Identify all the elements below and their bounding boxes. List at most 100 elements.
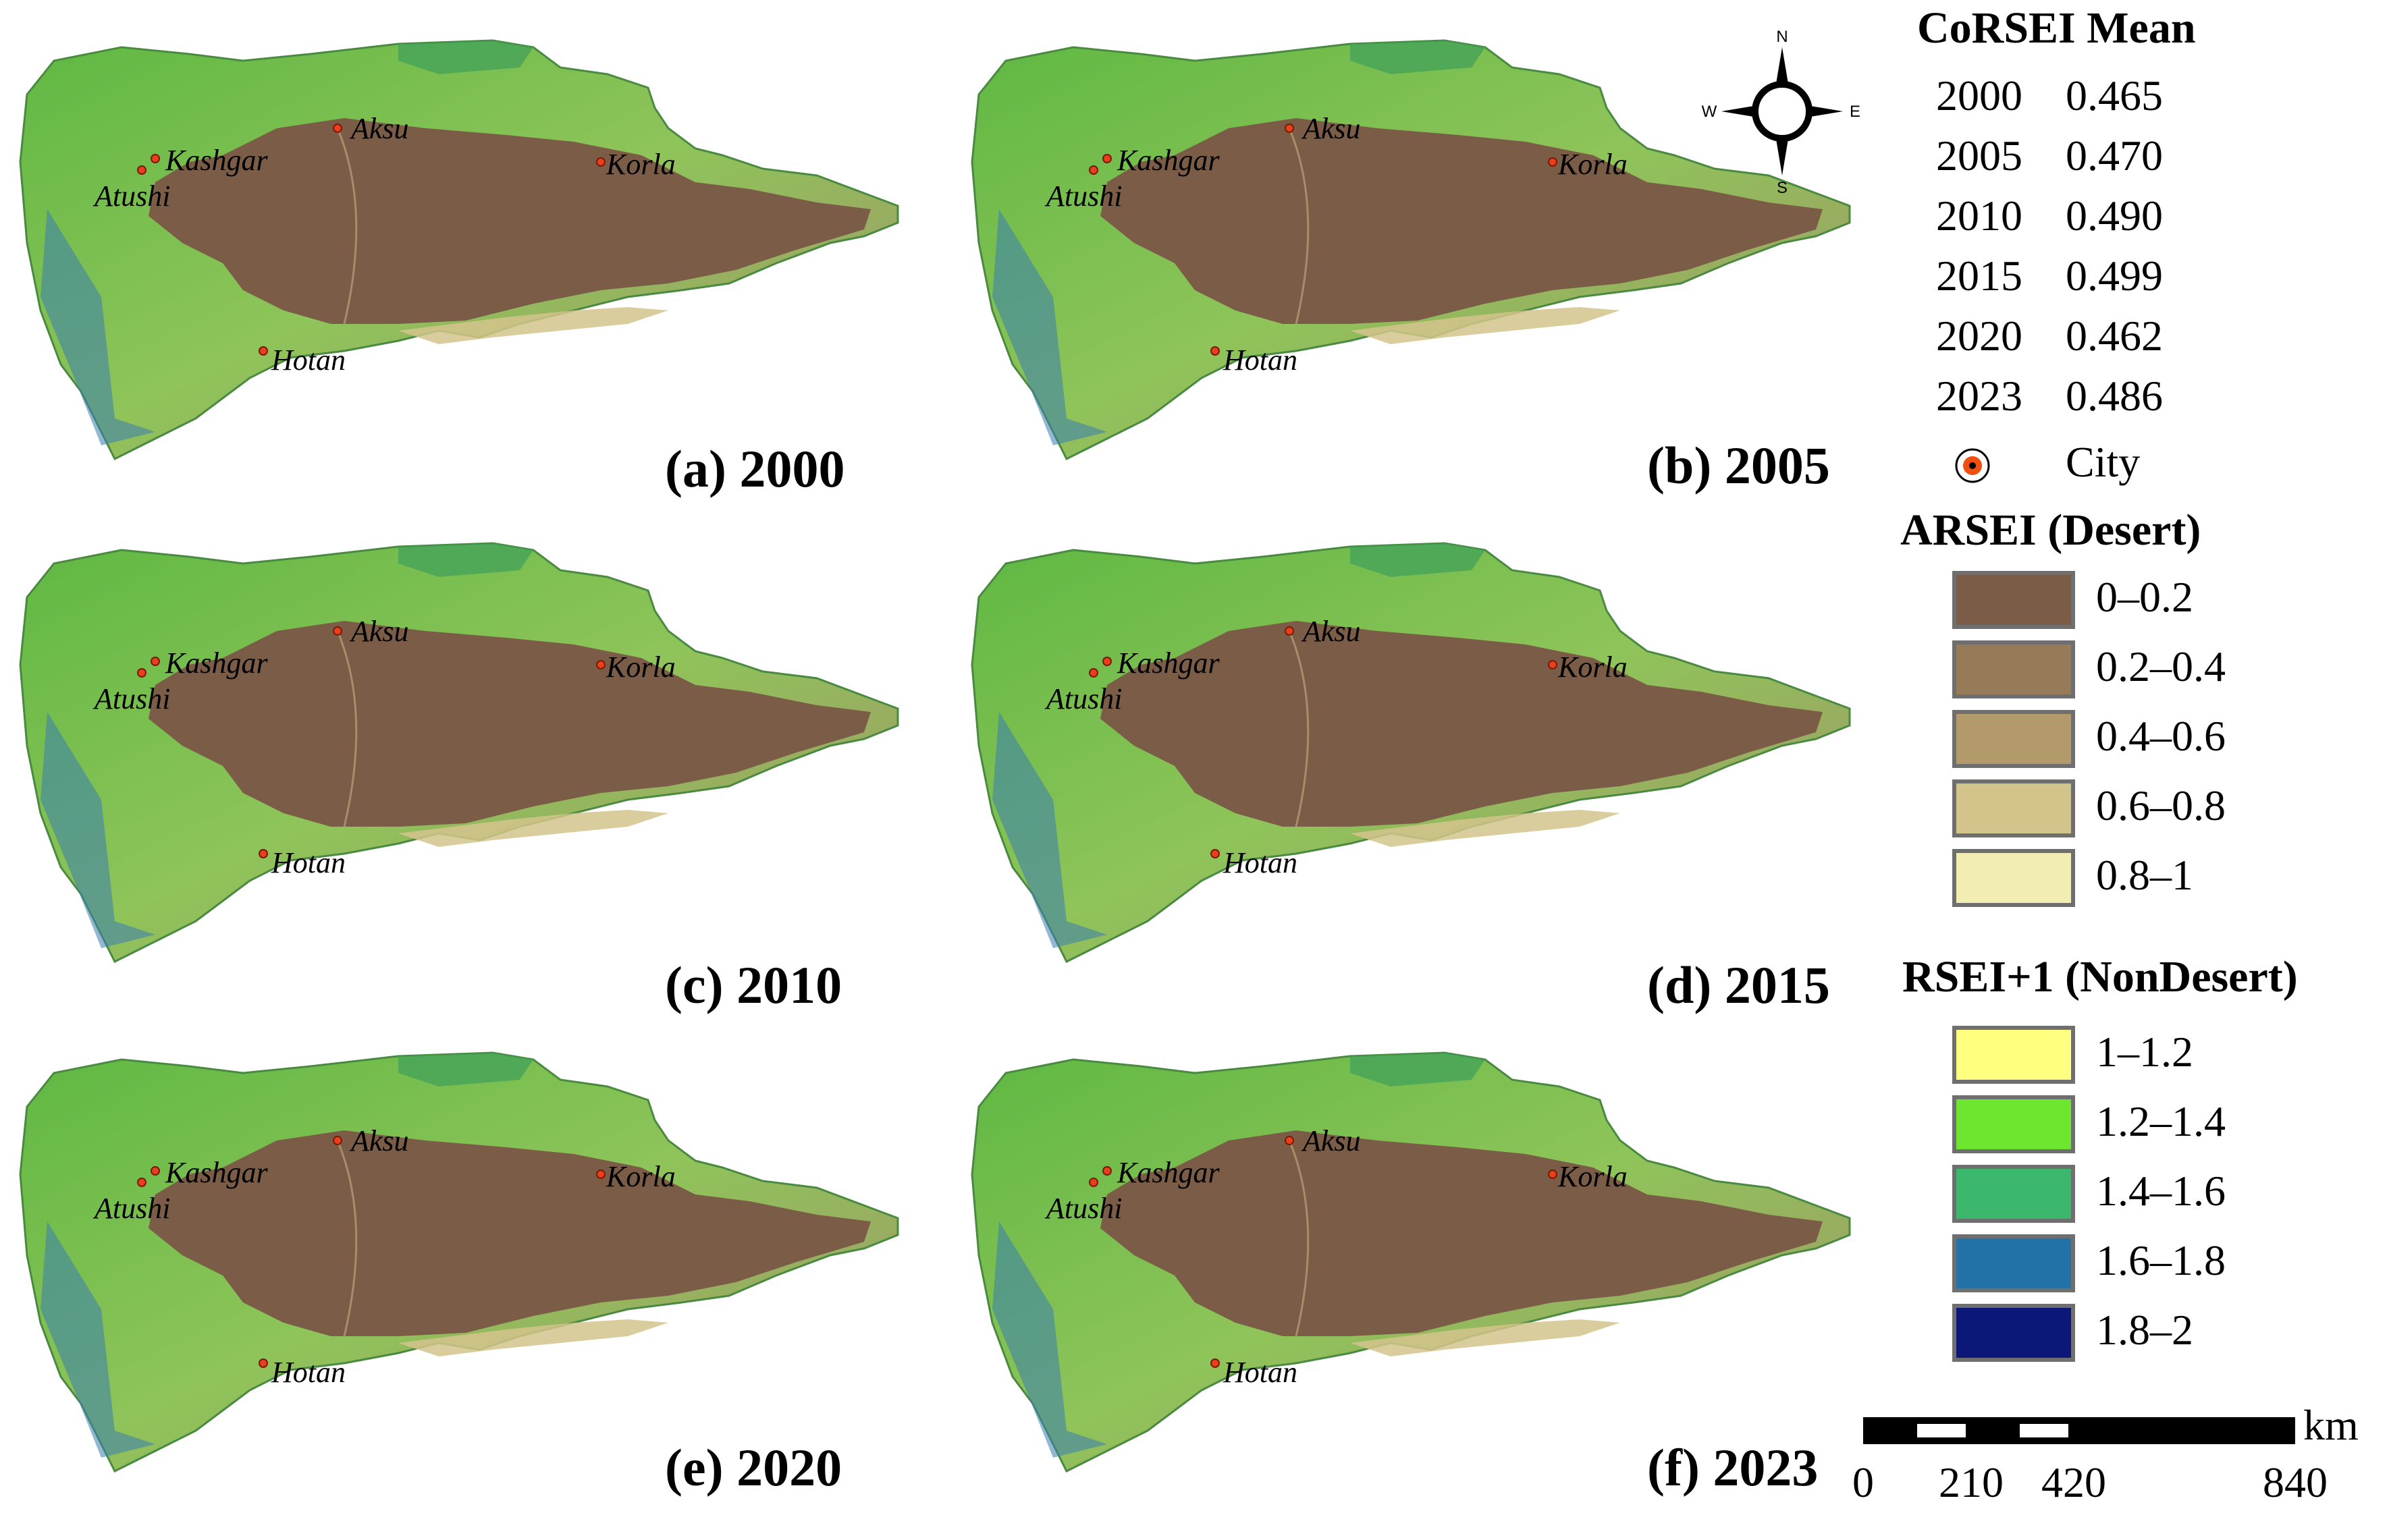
- rsei-class-label: 1.2–1.4: [2096, 1097, 2226, 1145]
- city-label-korla: Korla: [606, 1160, 676, 1193]
- arsei-title: ARSEI (Desert): [1900, 505, 2201, 555]
- city-label-atushi: Atushi: [95, 180, 171, 213]
- panel-label: (c) 2010: [665, 956, 842, 1014]
- city-marker-aksu: [333, 626, 342, 636]
- arsei-class-label: 0.6–0.8: [2096, 781, 2226, 829]
- city-marker-kashgar: [1102, 154, 1112, 163]
- corsei-value: 0.470: [2066, 132, 2163, 180]
- city-label-aksu: Aksu: [1303, 112, 1361, 145]
- compass-w-label: W: [1702, 103, 1717, 121]
- city-marker-kashgar: [151, 154, 160, 163]
- panel-label: (d) 2015: [1647, 956, 1830, 1014]
- city-legend-symbol: [1952, 445, 1993, 486]
- city-marker-hotan: [259, 849, 268, 858]
- corsei-year: 2010: [1936, 192, 2022, 240]
- city-label-hotan: Hotan: [1223, 343, 1297, 377]
- arsei-swatch: [1952, 571, 2075, 629]
- city-marker-korla: [1548, 1170, 1557, 1179]
- city-label-hotan: Hotan: [271, 1356, 346, 1389]
- city-label-korla: Korla: [1558, 1160, 1628, 1193]
- city-label-kashgar: Kashgar: [165, 144, 268, 177]
- city-label-atushi: Atushi: [1046, 682, 1123, 715]
- city-marker-korla: [1548, 660, 1557, 669]
- city-label-aksu: Aksu: [1303, 1124, 1361, 1157]
- map-panel-f: Aksu Kashgar Atushi Korla Hotan (f) 2023: [971, 1051, 1904, 1539]
- city-marker-kashgar: [151, 1166, 160, 1176]
- arsei-class-label: 0.4–0.6: [2096, 712, 2226, 760]
- city-marker-atushi: [1089, 165, 1098, 175]
- city-label-aksu: Aksu: [351, 615, 409, 648]
- corsei-year: 2000: [1936, 72, 2022, 119]
- rsei-swatch: [1952, 1234, 2075, 1292]
- city-label-korla: Korla: [606, 651, 676, 684]
- city-marker-hotan: [1210, 346, 1220, 356]
- rsei-class-label: 1.8–2: [2096, 1306, 2193, 1354]
- city-marker-korla: [596, 1170, 606, 1179]
- city-label-korla: Korla: [606, 148, 676, 181]
- city-marker-kashgar: [1102, 1166, 1112, 1176]
- compass-s-label: S: [1777, 179, 1788, 196]
- city-marker-hotan: [259, 1358, 268, 1368]
- city-label-atushi: Atushi: [95, 1192, 171, 1225]
- scale-tick-label: 840: [2263, 1458, 2328, 1506]
- compass-n-label: N: [1776, 28, 1788, 46]
- city-marker-aksu: [333, 1136, 342, 1145]
- city-label-atushi: Atushi: [1046, 1192, 1123, 1225]
- arsei-swatch: [1952, 710, 2075, 768]
- corsei-year: 2005: [1936, 132, 2022, 180]
- city-marker-hotan: [1210, 1358, 1220, 1368]
- scale-tick-label: 420: [2041, 1458, 2106, 1506]
- arsei-class-label: 0.2–0.4: [2096, 642, 2226, 690]
- arsei-class-label: 0–0.2: [2096, 573, 2193, 621]
- city-label-korla: Korla: [1558, 651, 1628, 684]
- city-label-kashgar: Kashgar: [1117, 647, 1220, 680]
- compass-e-label: E: [1850, 103, 1860, 121]
- corsei-value: 0.462: [2066, 312, 2163, 360]
- panel-label: (e) 2020: [665, 1438, 842, 1497]
- rsei-swatch: [1952, 1165, 2075, 1223]
- rsei-swatch: [1952, 1304, 2075, 1362]
- city-label-atushi: Atushi: [95, 682, 171, 715]
- arsei-class-label: 0.8–1: [2096, 851, 2193, 899]
- arsei-swatch: [1952, 640, 2075, 698]
- map-panel-d: Aksu Kashgar Atushi Korla Hotan (d) 2015: [971, 542, 1904, 1029]
- city-marker-korla: [596, 660, 606, 669]
- scale-unit: km: [2303, 1401, 2359, 1449]
- city-marker-atushi: [137, 668, 146, 678]
- city-label-aksu: Aksu: [1303, 615, 1361, 648]
- rsei-swatch: [1952, 1095, 2075, 1153]
- corsei-year: 2020: [1936, 312, 2022, 360]
- panel-label: (b) 2005: [1647, 436, 1830, 495]
- rsei-class-label: 1–1.2: [2096, 1028, 2193, 1076]
- city-marker-korla: [596, 157, 606, 167]
- scale-tick-label: 0: [1852, 1458, 1874, 1506]
- city-label-atushi: Atushi: [1046, 180, 1123, 213]
- city-label-kashgar: Kashgar: [1117, 144, 1220, 177]
- city-marker-aksu: [1285, 626, 1294, 636]
- city-marker-kashgar: [1102, 657, 1112, 666]
- city-marker-hotan: [259, 346, 268, 356]
- map-panel-a: Aksu Kashgar Atushi Korla Hotan (a) 2000: [19, 39, 952, 526]
- scale-tick-label: 210: [1939, 1458, 2004, 1506]
- rsei-title: RSEI+1 (NonDesert): [1902, 952, 2298, 1001]
- city-label-kashgar: Kashgar: [165, 1156, 268, 1189]
- city-marker-hotan: [1210, 849, 1220, 858]
- corsei-year: 2015: [1936, 252, 2022, 300]
- city-label-hotan: Hotan: [271, 846, 346, 879]
- map-panel-e: Aksu Kashgar Atushi Korla Hotan (e) 2020: [19, 1051, 952, 1539]
- corsei-value: 0.486: [2066, 372, 2163, 420]
- map-panel-b: Aksu Kashgar Atushi Korla Hotan (b) 2005: [971, 39, 1904, 526]
- city-marker-kashgar: [151, 657, 160, 666]
- map-panel-c: Aksu Kashgar Atushi Korla Hotan (c) 2010: [19, 542, 952, 1029]
- panel-label: (f) 2023: [1647, 1438, 1819, 1497]
- city-marker-atushi: [137, 165, 146, 175]
- city-marker-atushi: [1089, 668, 1098, 678]
- city-label-korla: Korla: [1558, 148, 1628, 181]
- scale-bar: [1863, 1417, 2295, 1444]
- city-marker-aksu: [1285, 1136, 1294, 1145]
- city-label-aksu: Aksu: [351, 112, 409, 145]
- rsei-class-label: 1.6–1.8: [2096, 1236, 2226, 1284]
- rsei-class-label: 1.4–1.6: [2096, 1167, 2226, 1215]
- corsei-value: 0.465: [2066, 72, 2163, 119]
- corsei-value: 0.490: [2066, 192, 2163, 240]
